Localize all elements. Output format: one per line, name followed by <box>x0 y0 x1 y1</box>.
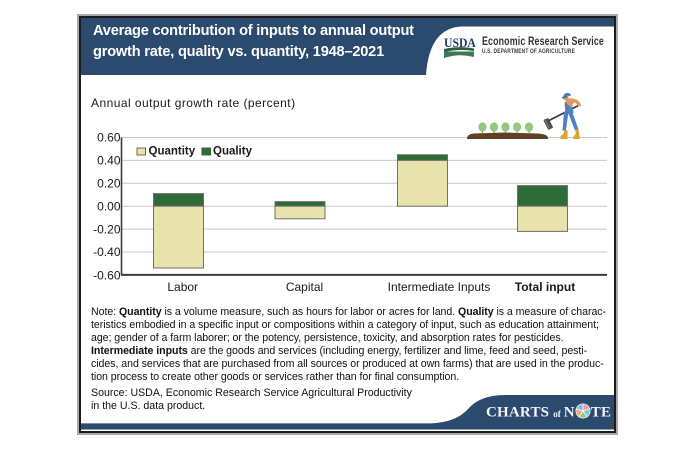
svg-text:0.00: 0.00 <box>97 199 121 213</box>
svg-text:-0.20: -0.20 <box>93 222 121 236</box>
svg-text:Intermediate Inputs: Intermediate Inputs <box>388 280 491 294</box>
svg-text:Quantity: Quantity <box>149 146 196 158</box>
svg-text:Labor: Labor <box>167 280 198 294</box>
svg-text:0.20: 0.20 <box>97 177 121 191</box>
svg-text:0.40: 0.40 <box>97 154 121 168</box>
svg-text:0.60: 0.60 <box>97 131 121 145</box>
svg-text:Total input: Total input <box>515 280 575 294</box>
svg-text:Quality: Quality <box>213 146 253 158</box>
svg-text:-0.60: -0.60 <box>93 268 121 282</box>
svg-text:Capital: Capital <box>286 280 323 294</box>
svg-text:-0.40: -0.40 <box>93 245 121 259</box>
